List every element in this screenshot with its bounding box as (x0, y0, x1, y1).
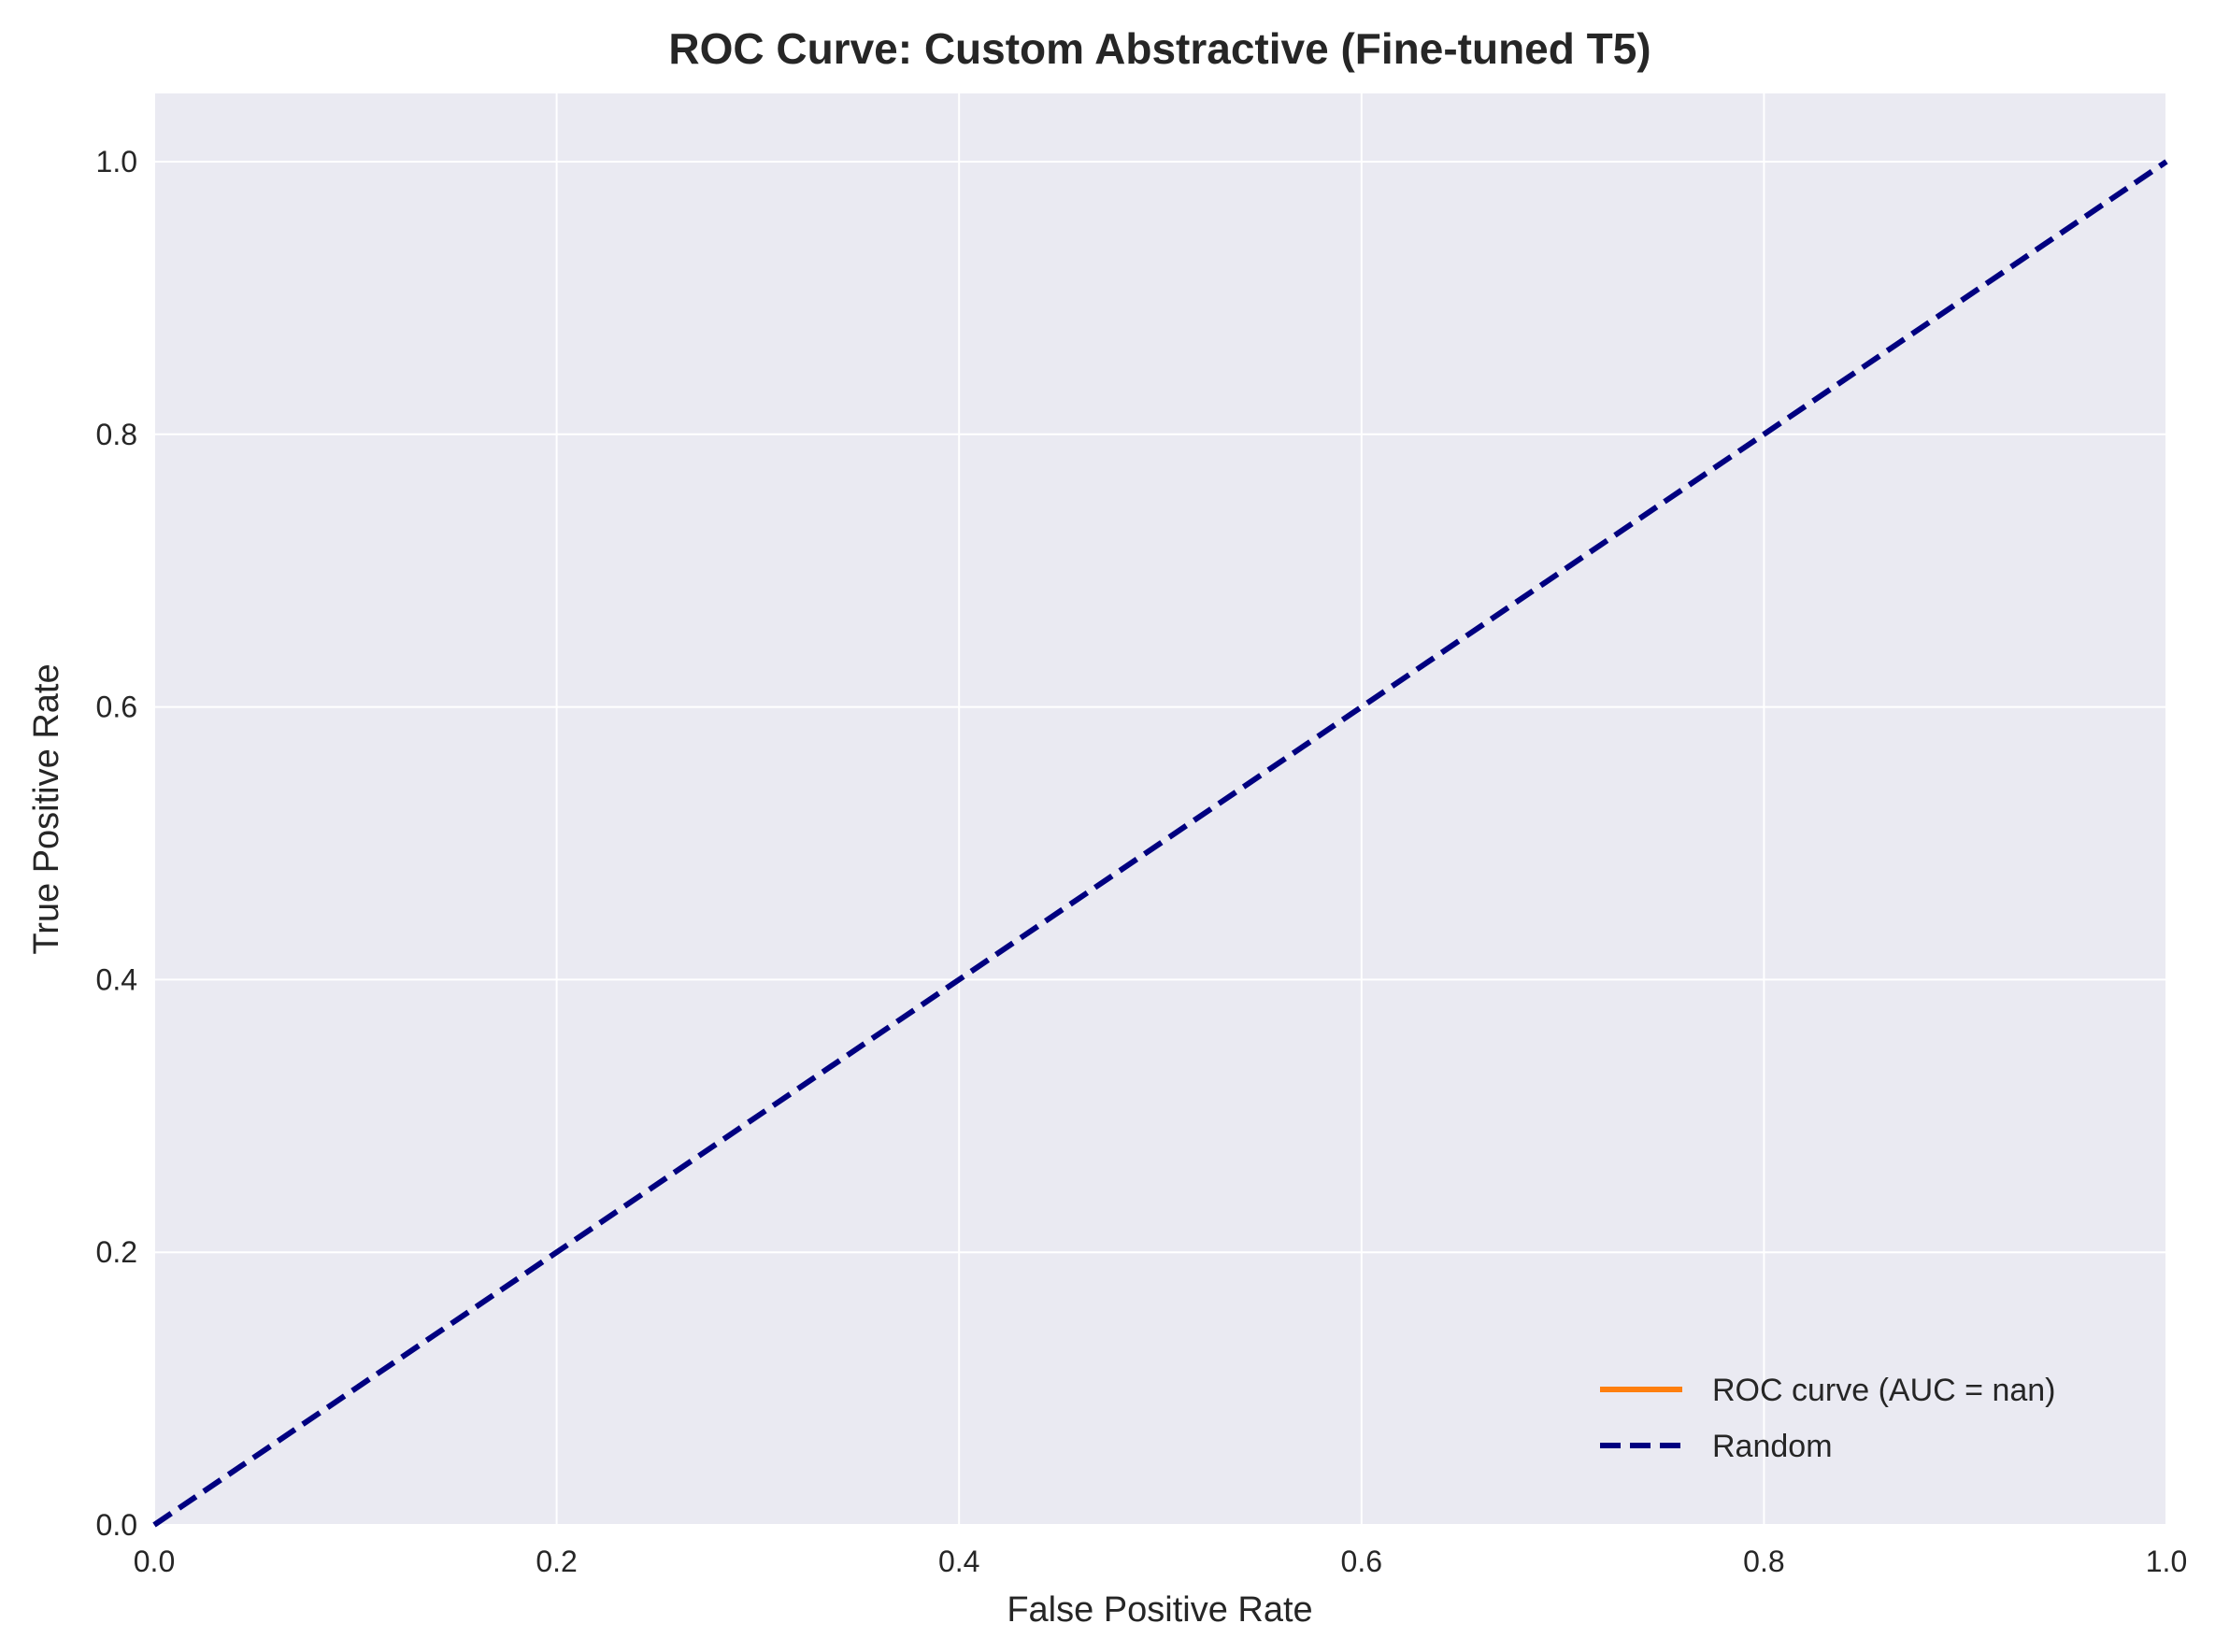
y-tick-label: 0.8 (96, 418, 137, 451)
legend-entry-0: ROC curve (AUC = nan) (1712, 1373, 2056, 1408)
x-tick-label: 0.8 (1743, 1545, 1784, 1578)
legend: ROC curve (AUC = nan) Random (1600, 1373, 2056, 1464)
x-axis-label: False Positive Rate (1007, 1590, 1312, 1630)
x-tick-label: 0.4 (938, 1545, 979, 1578)
series-line-1 (152, 159, 2168, 1528)
y-tick-label: 1.0 (96, 145, 137, 178)
y-axis-label: True Positive Rate (27, 663, 66, 954)
x-tick-label: 0.0 (134, 1545, 175, 1578)
x-tick-label: 1.0 (2146, 1545, 2187, 1578)
chart-title: ROC Curve: Custom Abstractive (Fine-tune… (668, 24, 1651, 73)
y-tick-label: 0.4 (96, 962, 137, 996)
x-tick-label: 0.2 (536, 1545, 577, 1578)
y-tick-label: 0.2 (96, 1235, 137, 1269)
y-axis-ticks: 0.0 0.2 0.4 0.6 0.8 1.0 (96, 145, 137, 1542)
grid-lines (153, 93, 2167, 1526)
x-tick-label: 0.6 (1341, 1545, 1382, 1578)
y-tick-label: 0.0 (96, 1508, 137, 1542)
plot-area (154, 93, 2166, 1525)
y-tick-label: 0.6 (96, 691, 137, 724)
x-axis-ticks: 0.0 0.2 0.4 0.6 0.8 1.0 (134, 1545, 2187, 1578)
legend-entry-1: Random (1712, 1429, 1833, 1464)
series-layer (152, 159, 2168, 1528)
